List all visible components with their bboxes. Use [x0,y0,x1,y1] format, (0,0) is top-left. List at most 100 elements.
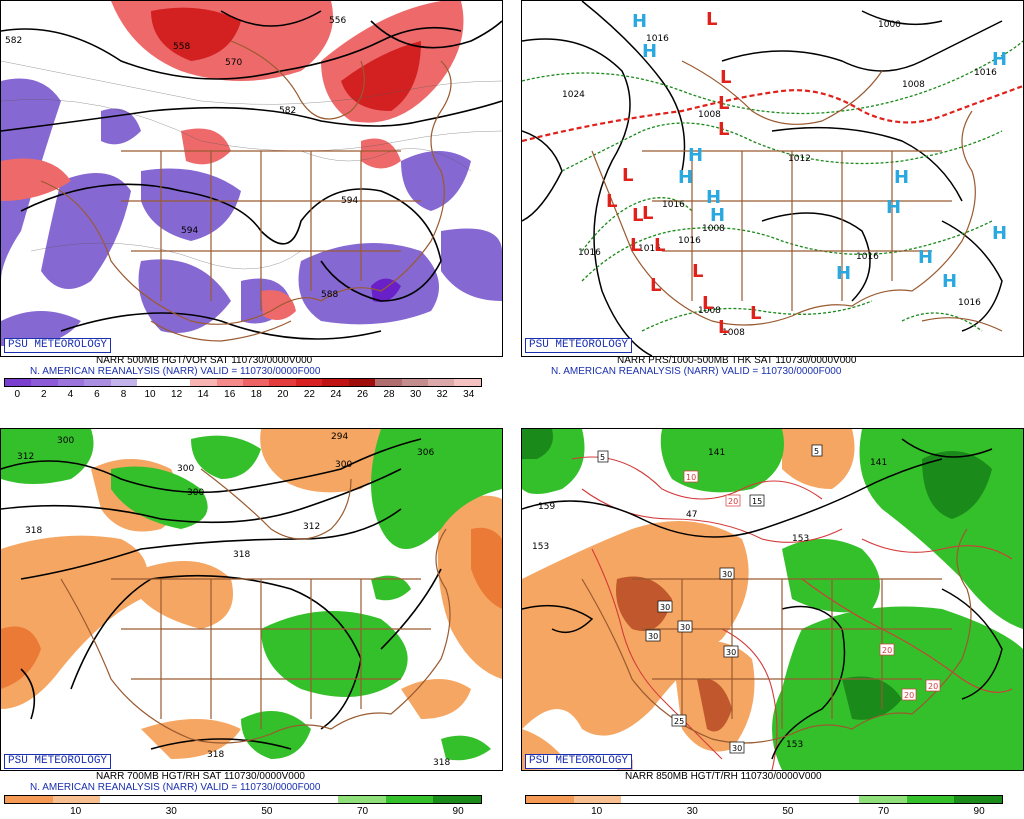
svg-text:5: 5 [814,447,819,456]
psu-meteorology-badge: PSU METEOROLOGY [525,754,633,769]
colorbar-tick-label: 32 [436,389,448,400]
colorbar-tick-label: 22 [303,389,315,400]
colorbar-segment [52,796,101,803]
colorbar-tick-label: 70 [877,806,890,817]
colorbar-tick-label: 2 [41,389,47,400]
panel-500mb-vorticity: 582 558 570 556 582 594 594 588 PSU METE… [0,0,503,402]
colorbar-tick-label: 12 [171,389,183,400]
map-surface-pressure: 1000 1016 1024 1008 1016 1008 1012 1016 … [521,0,1024,357]
svg-text:20: 20 [904,691,914,700]
svg-text:L: L [654,235,665,256]
svg-text:H: H [642,41,657,62]
negative-vorticity-shading [1,78,502,346]
isobar-label: 1016 [662,200,685,210]
contour-label: 300 [335,460,352,470]
colorbar-tick-label: 8 [120,389,127,400]
svg-text:H: H [710,205,725,226]
svg-text:25: 25 [674,717,684,726]
svg-text:L: L [606,191,617,212]
high-pressure-centers: H H H H H H H H H H H H H [632,11,1007,292]
svg-text:141: 141 [708,448,725,458]
svg-text:153: 153 [792,534,809,544]
rh-colorbar [4,795,482,804]
map-valid-caption: N. AMERICAN REANALYSIS (NARR) VALID = 11… [551,366,842,377]
svg-text:L: L [692,261,703,282]
colorbar-tick-label: 10 [591,806,603,817]
contour-label: 294 [331,432,348,442]
psu-meteorology-badge: PSU METEOROLOGY [525,338,633,353]
svg-text:L: L [706,9,717,30]
colorbar-tick-label: 4 [67,389,74,400]
isobar-label: 1016 [646,34,669,44]
panel-700mb-rh: 300 312 300 300 294 300 306 318 312 318 … [0,428,503,819]
svg-text:H: H [894,167,909,188]
colorbar-segment [428,379,455,386]
colorbar-segment [5,796,53,803]
svg-text:30: 30 [648,632,658,641]
svg-text:5: 5 [600,453,605,462]
contour-label: 558 [173,42,190,52]
svg-text:20: 20 [728,497,738,506]
svg-text:L: L [630,235,641,256]
svg-text:30: 30 [732,744,742,753]
colorbar-segment [621,796,669,803]
map-caption: NARR 500MB HGT/VOR SAT 110730/0000V000 [96,355,313,366]
colorbar-segment [84,379,111,386]
geographic-borders [591,60,1003,332]
svg-text:10: 10 [686,473,696,482]
isobar-label: 1008 [702,224,725,234]
colorbar-segment [195,796,243,803]
colorbar-segment [433,796,481,803]
colorbar-segment [526,796,574,803]
svg-text:H: H [836,263,851,284]
colorbar-segment [401,379,428,386]
isobar-label: 1016 [974,68,997,78]
isobar-label: 1024 [562,90,585,100]
svg-text:H: H [632,11,647,32]
vorticity-colorbar-ticks: 0 2 4 6 8 10 12 14 16 18 20 22 24 26 28 30 32 34 [4,389,482,401]
svg-text:30: 30 [660,603,670,612]
colorbar-segment [290,796,339,803]
contour-label: 312 [303,522,320,532]
colorbar-segment [954,796,1002,803]
svg-text:15: 15 [752,497,762,506]
contour-label: 306 [417,448,434,458]
colorbar-segment [5,379,32,386]
svg-text:153: 153 [532,542,549,552]
geographic-borders [40,40,452,342]
contour-label: 588 [321,290,338,300]
colorbar-segment [147,796,196,803]
frontal-boundary [522,84,1023,143]
colorbar-segment [859,796,907,803]
isobar-label: 1012 [788,154,811,164]
colorbar-segment [295,379,323,386]
isobar-label: 1016 [678,236,701,246]
svg-text:L: L [622,165,633,186]
contour-label: 300 [177,464,194,474]
colorbar-segment [322,379,349,386]
colorbar-tick-label: 10 [70,806,82,817]
isobar-label: 1008 [722,328,745,338]
svg-text:47: 47 [686,510,697,520]
colorbar-segment [216,379,243,386]
svg-text:L: L [642,203,653,224]
svg-text:30: 30 [722,570,732,579]
colorbar-segment [57,379,85,386]
svg-text:H: H [918,247,933,268]
colorbar-tick-label: 28 [383,389,395,400]
panel-pressure-thickness: 1000 1016 1024 1008 1016 1008 1012 1016 … [521,0,1024,402]
contour-label: 318 [25,526,42,536]
contour-label: 582 [5,36,22,46]
map-500mb: 582 558 570 556 582 594 594 588 [0,0,503,357]
contour-label: 318 [233,550,250,560]
colorbar-tick-label: 0 [14,389,21,400]
colorbar-tick-label: 16 [224,389,236,400]
contour-label: 594 [181,226,198,236]
colorbar-segment [242,379,270,386]
svg-text:20: 20 [882,646,892,655]
low-pressure-centers: L L L L L L L L L L L L L L L [606,9,761,338]
svg-text:L: L [720,67,731,88]
svg-text:30: 30 [726,648,736,657]
strong-vorticity-core [151,7,421,111]
rh-colorbar-ticks: 10 30 50 70 90 [4,806,482,818]
